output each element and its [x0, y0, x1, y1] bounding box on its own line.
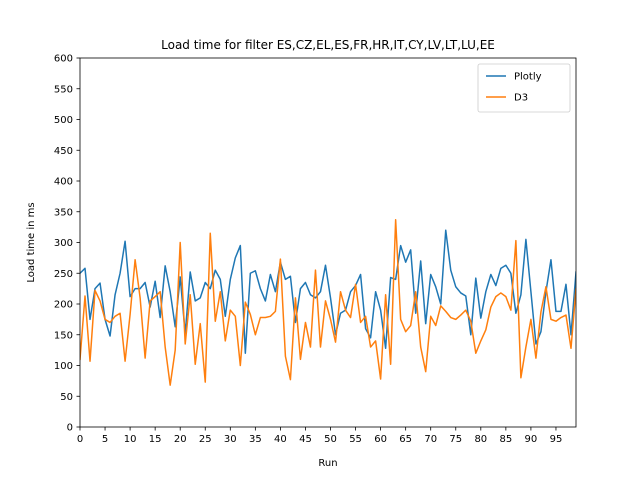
- x-tick-label: 55: [349, 434, 362, 445]
- legend-label-d3: D3: [514, 93, 528, 104]
- x-tick-label: 0: [77, 434, 83, 445]
- x-tick-label: 95: [550, 434, 563, 445]
- x-tick-label: 70: [424, 434, 437, 445]
- series-line-d3: [80, 219, 576, 386]
- x-axis-ticks: 0 5 10 15 20 25 30 35 40 45 50 55 60 65 70 75 80 85 90 95: [77, 427, 563, 445]
- y-axis-label: Load time in ms: [26, 202, 37, 282]
- y-tick-label: 450: [54, 146, 73, 157]
- y-tick-label: 350: [54, 207, 73, 218]
- legend-label-plotly: Plotly: [514, 72, 542, 83]
- x-tick-label: 35: [249, 434, 262, 445]
- x-tick-label: 20: [174, 434, 187, 445]
- y-tick-label: 50: [60, 392, 73, 403]
- y-tick-label: 400: [54, 177, 73, 188]
- legend: Plotly D3: [477, 63, 571, 113]
- x-tick-label: 10: [124, 434, 137, 445]
- y-tick-label: 150: [54, 330, 73, 341]
- chart-title: Load time for filter ES,CZ,EL,ES,FR,HR,I…: [161, 38, 495, 52]
- x-tick-label: 80: [474, 434, 487, 445]
- y-tick-label: 300: [54, 238, 73, 249]
- x-axis-label: Run: [318, 458, 337, 469]
- y-tick-label: 200: [54, 300, 73, 311]
- x-tick-label: 45: [299, 434, 312, 445]
- y-tick-label: 100: [54, 361, 73, 372]
- x-tick-label: 5: [102, 434, 108, 445]
- series-layer: [80, 219, 576, 386]
- x-tick-label: 15: [149, 434, 162, 445]
- y-tick-label: 0: [67, 423, 73, 434]
- x-tick-label: 50: [324, 434, 337, 445]
- y-axis-ticks: 0 50 100 150 200 250 300 350 400 450 500 550 600: [54, 54, 80, 434]
- x-tick-label: 75: [449, 434, 462, 445]
- y-tick-label: 500: [54, 115, 73, 126]
- x-tick-label: 60: [374, 434, 387, 445]
- y-tick-label: 550: [54, 84, 73, 95]
- y-tick-label: 250: [54, 269, 73, 280]
- x-tick-label: 90: [525, 434, 538, 445]
- series-line-plotly: [80, 229, 576, 354]
- x-tick-label: 65: [399, 434, 412, 445]
- y-tick-label: 600: [54, 54, 73, 65]
- x-tick-label: 25: [199, 434, 212, 445]
- x-tick-label: 30: [224, 434, 237, 445]
- x-tick-label: 85: [499, 434, 512, 445]
- x-tick-label: 40: [274, 434, 287, 445]
